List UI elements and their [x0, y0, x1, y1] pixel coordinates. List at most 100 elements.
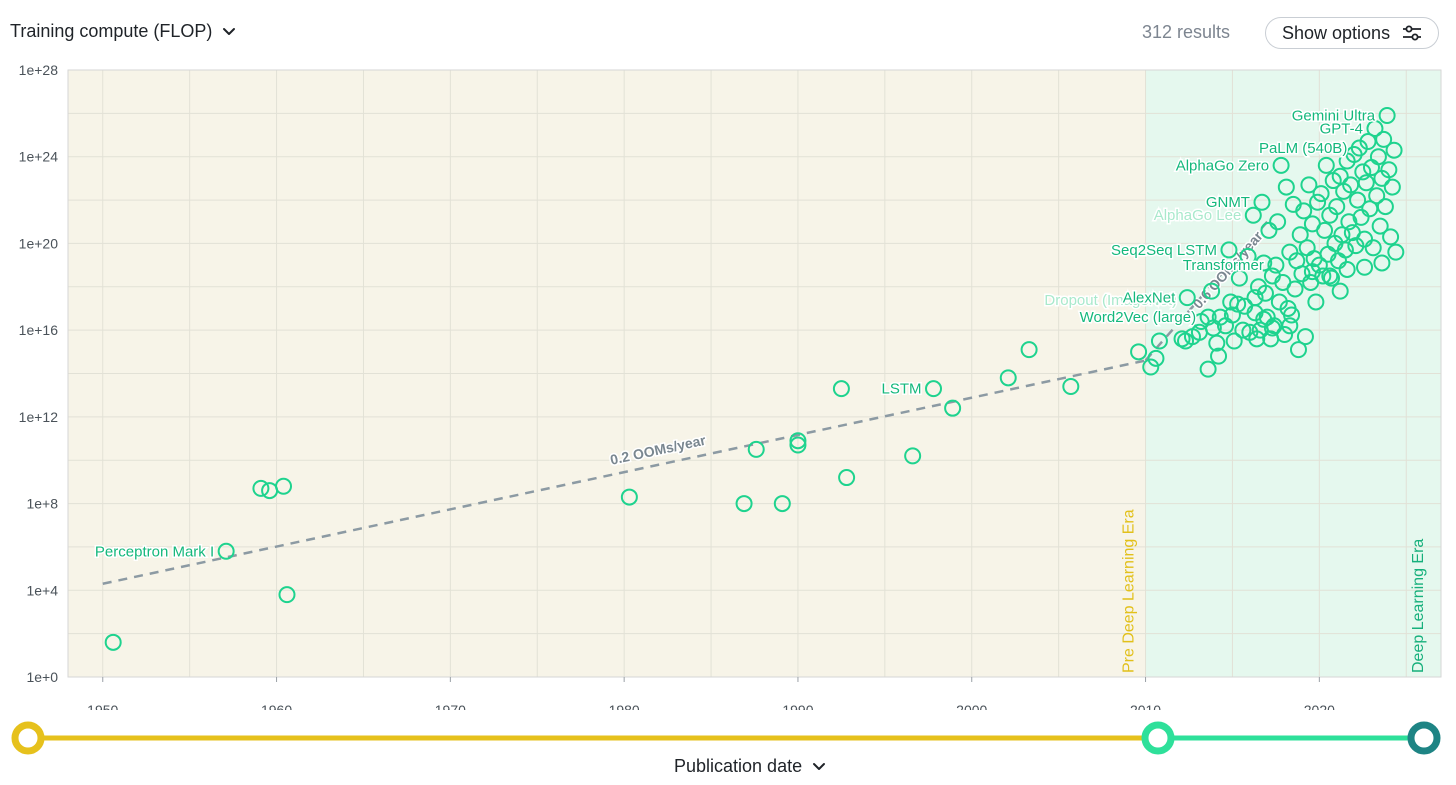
data-point — [1328, 198, 1346, 216]
metric-dropdown[interactable]: Training compute (FLOP) — [10, 21, 236, 42]
x-tick-label: 1980 — [609, 702, 640, 710]
data-point — [1340, 213, 1358, 231]
data-point — [944, 399, 962, 417]
data-point — [1190, 323, 1208, 341]
y-tick-label: 1e+8 — [26, 496, 58, 512]
data-point — [1263, 319, 1281, 337]
model-label: Seq2Seq LSTM — [1111, 242, 1217, 259]
data-point — [1150, 332, 1168, 350]
data-point — [1349, 191, 1367, 209]
data-point — [1178, 289, 1196, 307]
axes: 1e+0 1e+4 1e+8 1e+12 1e+16 1e+20 1e+24 1e+28 195… — [19, 62, 1442, 710]
era-timeline-slider[interactable] — [0, 718, 1456, 758]
data-point — [1269, 213, 1287, 231]
xaxis-dropdown-label: Publication date — [674, 756, 803, 776]
data-point — [1199, 360, 1217, 378]
data-point — [1323, 269, 1341, 287]
data-point — [735, 495, 753, 513]
data-point — [1211, 308, 1229, 326]
model-label: AlexNet — [1123, 290, 1176, 307]
data-point — [1336, 241, 1354, 259]
show-options-button[interactable]: Show options — [1265, 17, 1439, 49]
x-tick-label: 2020 — [1304, 702, 1335, 710]
deep-era-label: Deep Learning Era — [1410, 539, 1427, 673]
data-point — [1253, 193, 1271, 211]
data-point — [1331, 282, 1349, 300]
data-point — [1366, 120, 1384, 138]
data-point — [278, 586, 296, 604]
model-label: GPT-4 — [1320, 121, 1363, 138]
data-point — [1142, 358, 1160, 376]
y-tick-label: 1e+28 — [19, 62, 59, 78]
timeline-handle-end[interactable] — [1407, 721, 1441, 755]
data-point — [1277, 178, 1295, 196]
scatter-chart: 1e+0 1e+4 1e+8 1e+12 1e+16 1e+20 1e+24 1e+28 195… — [19, 62, 1442, 710]
data-point — [789, 436, 807, 454]
data-point — [1373, 254, 1391, 272]
data-point — [1314, 267, 1332, 285]
data-point — [1281, 317, 1299, 335]
data-point — [275, 477, 293, 495]
data-point — [1130, 343, 1148, 361]
data-point — [1303, 263, 1321, 281]
y-tick-label: 1e+16 — [19, 322, 59, 338]
data-point — [1286, 280, 1304, 298]
y-tick-label: 1e+0 — [26, 669, 58, 685]
data-point — [1239, 247, 1257, 265]
data-point — [1230, 269, 1248, 287]
data-point — [1283, 306, 1301, 324]
data-point — [1354, 163, 1372, 181]
data-point — [1357, 174, 1375, 192]
data-point — [1229, 295, 1247, 313]
data-point — [1291, 226, 1309, 244]
data-point — [838, 469, 856, 487]
model-label: Perceptron Mark I — [95, 543, 214, 560]
data-point — [999, 369, 1017, 387]
data-point — [1376, 198, 1394, 216]
data-point — [1147, 349, 1165, 367]
data-point — [1248, 330, 1266, 348]
chevron-down-icon — [223, 27, 236, 35]
data-point — [1356, 230, 1374, 248]
y-tick-label: 1e+24 — [19, 149, 59, 165]
timeline-handle-start[interactable] — [11, 721, 45, 755]
y-tick-label: 1e+4 — [26, 582, 58, 598]
model-label: Dropout (ImageNet) — [1044, 292, 1177, 309]
model-label: AlphaGo Zero — [1176, 157, 1269, 174]
data-point — [104, 633, 122, 651]
data-point — [1352, 208, 1370, 226]
xaxis-dropdown[interactable]: Publication date — [674, 756, 826, 777]
model-label: LSTM — [881, 381, 921, 398]
model-label: AlphaGo Lee — [1154, 207, 1242, 224]
model-label: PaLM (540B) — [1259, 140, 1347, 157]
x-tick-label: 2010 — [1130, 702, 1161, 710]
data-point — [1220, 241, 1238, 259]
timeline-handle-mid[interactable] — [1141, 721, 1175, 755]
model-labels: Perceptron Mark I LSTM Word2Vec (large)Dro… — [93, 106, 1377, 562]
data-point — [1385, 141, 1403, 159]
trend-line — [102, 359, 1146, 586]
model-label: Gemini Ultra — [1292, 108, 1376, 125]
data-point — [1300, 176, 1318, 194]
data-point — [1255, 254, 1273, 272]
data-point — [1236, 297, 1254, 315]
data-point — [1203, 282, 1221, 300]
data-point — [1223, 306, 1241, 324]
data-point — [1210, 347, 1228, 365]
model-label: GNMT — [1206, 194, 1250, 211]
x-tick-label: 1970 — [435, 702, 466, 710]
data-point — [1295, 202, 1313, 220]
data-point — [1309, 193, 1327, 211]
data-point — [1234, 321, 1252, 339]
plot-frame — [67, 69, 1442, 678]
data-point — [832, 380, 850, 398]
data-point — [1382, 228, 1400, 246]
data-point — [1316, 221, 1334, 239]
model-label: Word2Vec (large) — [1080, 309, 1196, 326]
y-tick-label: 1e+12 — [19, 409, 59, 425]
pre-era-label: Pre Deep Learning Era — [1121, 509, 1138, 673]
data-point — [1383, 178, 1401, 196]
data-point — [904, 447, 922, 465]
data-point — [1225, 332, 1243, 350]
data-point — [620, 488, 638, 506]
